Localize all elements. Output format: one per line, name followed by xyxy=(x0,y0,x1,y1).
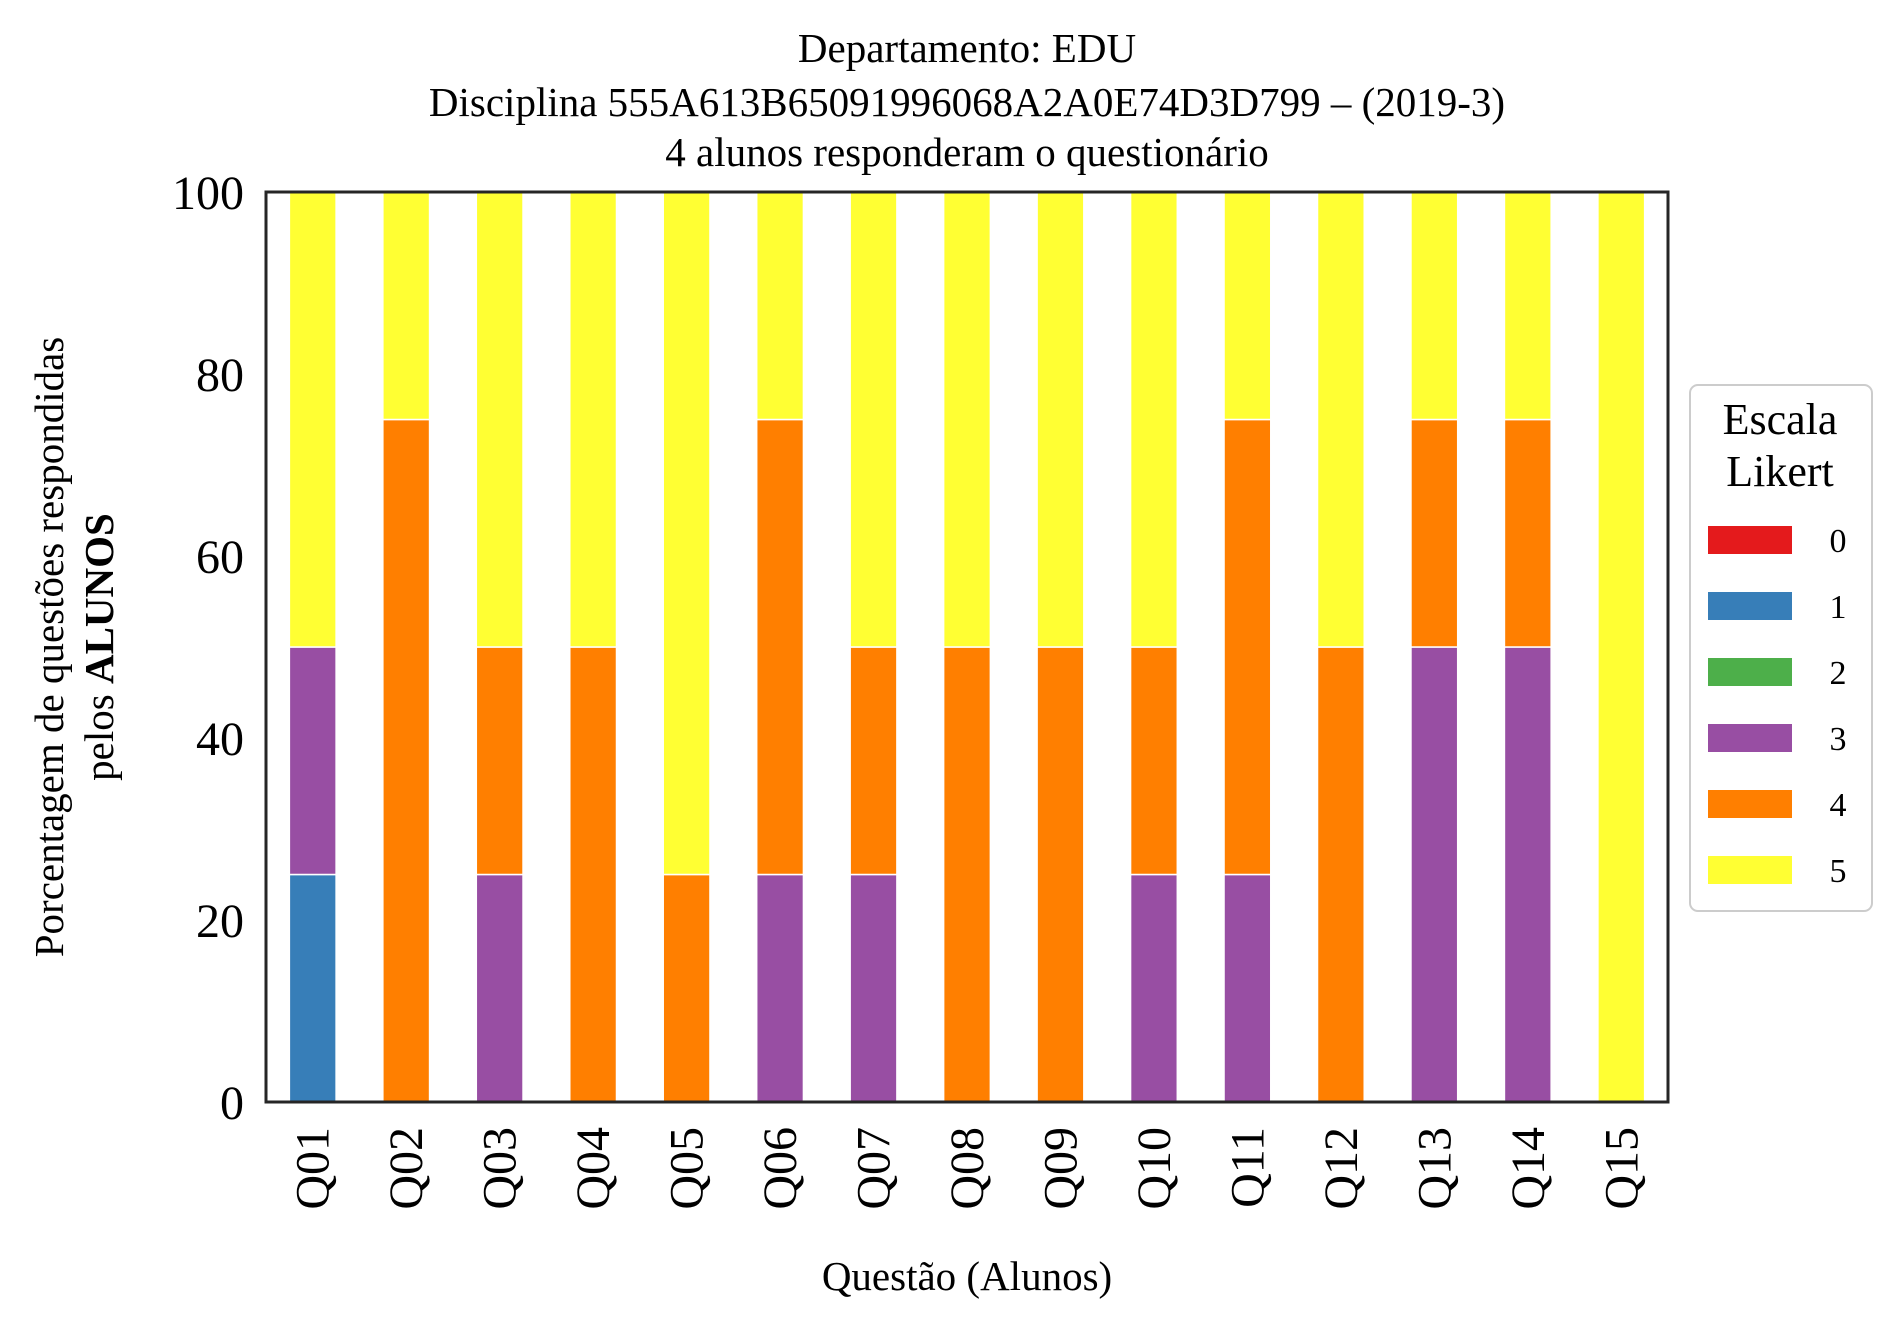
bar-segment-q03-level-5 xyxy=(475,191,524,648)
x-tick-label: Q01 xyxy=(287,1127,340,1210)
bar-segment-q02-level-5 xyxy=(382,191,431,421)
y-axis-label-line-1: Porcentagem de questões respondidas xyxy=(26,337,72,958)
bar-segment-q11-level-5 xyxy=(1223,191,1272,421)
bar-segment-q10-level-3 xyxy=(1129,873,1179,1103)
bar-segment-q03-level-3 xyxy=(475,873,524,1103)
x-tick-label: Q14 xyxy=(1502,1127,1555,1210)
x-tick-label: Q03 xyxy=(474,1127,527,1210)
bar-segment-q14-level-4 xyxy=(1503,418,1552,648)
bar-segment-q01-level-1 xyxy=(288,873,337,1103)
bar-segment-q01-level-5 xyxy=(288,191,337,648)
plot-area-frame xyxy=(264,190,1670,1104)
bar-segment-q03-level-4 xyxy=(475,646,524,876)
y-axis-ticks: 0 20 40 60 80 100 xyxy=(172,167,244,1130)
y-axis-label: Porcentagem de questões respondidas pelo… xyxy=(26,337,122,958)
y-tick-label: 100 xyxy=(172,167,244,220)
legend-title-line-1: Escala xyxy=(1723,395,1838,444)
legend-swatch-4 xyxy=(1708,790,1792,818)
bar-segment-q08-level-4 xyxy=(942,646,992,1103)
y-axis-label-line-2: pelos ALUNOS xyxy=(76,513,122,781)
bar-segment-q09-level-4 xyxy=(1036,646,1085,1103)
bar-segment-q12-level-4 xyxy=(1316,646,1365,1103)
x-tick-label: Q09 xyxy=(1034,1127,1087,1210)
chart-title: Departamento: EDU Disciplina 555A613B650… xyxy=(429,25,1505,175)
y-axis-label-prefix: pelos xyxy=(76,684,122,781)
x-tick-label: Q02 xyxy=(380,1127,433,1210)
x-tick-label: Q04 xyxy=(567,1127,620,1210)
chart-title-line-1: Departamento: EDU xyxy=(798,25,1136,71)
bar-segment-q13-level-4 xyxy=(1410,418,1459,648)
bar-segment-q14-level-3 xyxy=(1503,646,1552,1103)
x-axis-label: Questão (Alunos) xyxy=(822,1253,1112,1299)
legend-label-4: 4 xyxy=(1830,787,1847,824)
bar-segment-q09-level-5 xyxy=(1036,191,1085,648)
bar-segment-q15-level-5 xyxy=(1597,191,1646,1103)
legend-swatch-3 xyxy=(1708,724,1792,752)
legend-swatch-1 xyxy=(1708,592,1792,620)
x-tick-label: Q13 xyxy=(1408,1127,1461,1210)
x-tick-label: Q15 xyxy=(1595,1127,1648,1210)
x-tick-label: Q12 xyxy=(1315,1127,1368,1210)
x-tick-label: Q08 xyxy=(941,1127,994,1210)
chart-title-line-2: Disciplina 555A613B65091996068A2A0E74D3D… xyxy=(429,79,1505,125)
legend-label-2: 2 xyxy=(1830,655,1847,692)
bar-segment-q08-level-5 xyxy=(942,191,992,648)
y-tick-label: 40 xyxy=(196,713,244,766)
legend-items: 0 1 2 3 4 5 xyxy=(1708,523,1847,890)
bar-segment-q06-level-3 xyxy=(755,873,805,1103)
y-tick-label: 60 xyxy=(196,531,244,584)
x-axis-ticks: Q01 Q02 Q03 Q04 Q05 Q06 Q07 Q08 Q09 Q10 Q11 Q12 Q13 Q… xyxy=(287,1127,1649,1210)
bar-segment-q05-level-5 xyxy=(662,191,711,876)
legend-label-1: 1 xyxy=(1830,589,1847,626)
legend-box xyxy=(1689,384,1873,912)
bar-segment-q06-level-5 xyxy=(755,191,805,421)
y-tick-label: 80 xyxy=(196,349,244,402)
bar-segment-q14-level-5 xyxy=(1503,191,1552,421)
legend-swatch-5 xyxy=(1708,856,1792,884)
bar-segment-q07-level-5 xyxy=(849,191,898,648)
bar-segment-q12-level-5 xyxy=(1316,191,1365,648)
x-tick-label: Q10 xyxy=(1128,1127,1181,1210)
bar-segment-q07-level-4 xyxy=(849,646,898,876)
bar-segment-q07-level-3 xyxy=(849,873,898,1103)
bar-segment-q05-level-4 xyxy=(662,873,711,1103)
bar-segment-q11-level-4 xyxy=(1223,418,1272,876)
legend: Escala Likert 0 1 2 3 4 5 xyxy=(1689,384,1873,912)
y-tick-label: 20 xyxy=(196,895,244,948)
bar-segment-q10-level-5 xyxy=(1129,191,1179,648)
legend-swatch-2 xyxy=(1708,658,1792,686)
bar-segment-q04-level-4 xyxy=(569,646,618,1103)
bar-segment-q10-level-4 xyxy=(1129,646,1179,876)
legend-label-5: 5 xyxy=(1830,853,1847,890)
bar-segment-q01-level-3 xyxy=(288,646,337,876)
y-tick-label: 0 xyxy=(220,1077,244,1130)
bar-segment-q11-level-3 xyxy=(1223,873,1272,1103)
legend-swatch-0 xyxy=(1708,526,1792,554)
legend-label-3: 3 xyxy=(1830,721,1847,758)
x-tick-label: Q07 xyxy=(848,1127,901,1210)
x-tick-label: Q06 xyxy=(754,1127,807,1210)
bar-segment-q06-level-4 xyxy=(755,418,805,876)
chart-title-line-3: 4 alunos responderam o questionário xyxy=(665,129,1268,175)
bar-segment-q13-level-3 xyxy=(1410,646,1459,1103)
x-tick-label: Q11 xyxy=(1221,1127,1274,1208)
bar-segment-q02-level-4 xyxy=(382,418,431,1103)
x-tick-label: Q05 xyxy=(661,1127,714,1210)
bars-layer xyxy=(288,191,1646,1103)
legend-title-line-2: Likert xyxy=(1726,447,1834,496)
y-axis-label-bold: ALUNOS xyxy=(76,513,122,684)
bar-segment-q13-level-5 xyxy=(1410,191,1459,421)
bar-segment-q04-level-5 xyxy=(569,191,618,648)
legend-label-0: 0 xyxy=(1830,523,1847,560)
